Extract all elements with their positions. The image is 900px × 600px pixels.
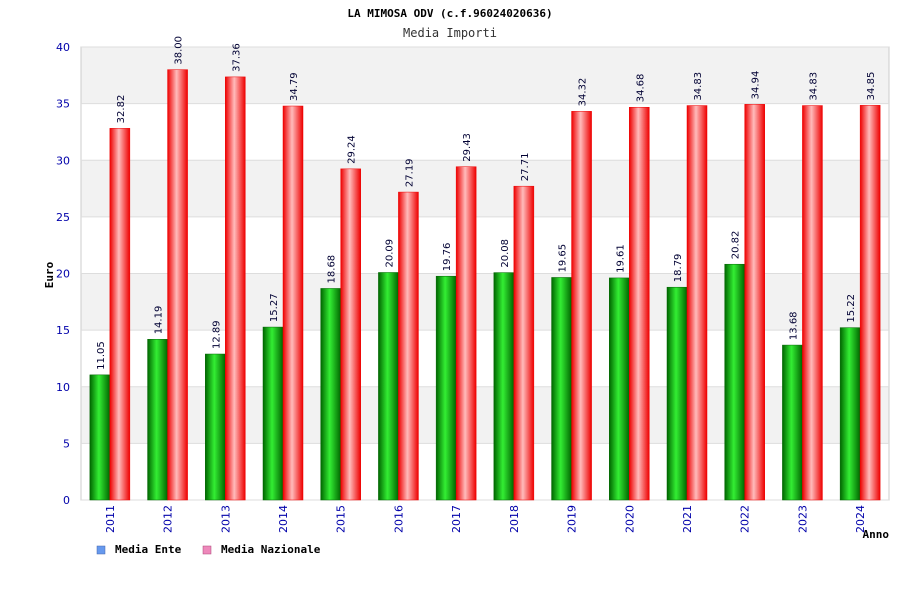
bar-media-ente [551, 277, 572, 501]
data-label: 11.05 [96, 341, 107, 370]
data-label: 20.09 [384, 239, 395, 268]
data-label: 20.82 [731, 231, 742, 260]
y-tick-label: 40 [56, 41, 70, 54]
data-label: 29.24 [347, 135, 358, 164]
bar-media-nazionale [513, 185, 535, 501]
x-axis-label: Anno [863, 528, 890, 541]
bar-media-nazionale [282, 105, 304, 501]
grid-band [81, 273, 889, 331]
data-label: 34.79 [289, 72, 300, 101]
y-tick-label: 20 [56, 268, 70, 281]
chart-title: LA MIMOSA ODV (c.f.96024020636) [347, 7, 552, 20]
y-tick-label: 35 [56, 98, 70, 111]
legend-swatch-nazionale [202, 545, 212, 555]
bar-media-ente [262, 326, 284, 501]
bar-media-ente [609, 277, 630, 501]
data-label: 34.83 [808, 72, 819, 101]
bar-media-ente [378, 272, 399, 501]
bars [89, 69, 881, 501]
x-tick-label: 2012 [162, 505, 175, 533]
bar-media-nazionale [455, 166, 477, 501]
bar-media-nazionale [802, 105, 823, 501]
bar-media-nazionale [225, 76, 246, 501]
data-label: 27.19 [404, 158, 415, 187]
data-labels: 11.05 32.82 14.19 38.00 12.89 37.36 15.27 34.79… [96, 36, 877, 370]
data-label: 34.32 [578, 78, 589, 107]
data-label: 19.65 [558, 244, 569, 273]
grid-band [81, 47, 889, 104]
y-tick-label: 10 [56, 381, 70, 394]
bar-media-ente [147, 339, 168, 501]
chart-subtitle: Media Importi [403, 26, 497, 40]
bar-media-nazionale [571, 111, 592, 501]
x-tick-label: 2023 [796, 505, 809, 533]
data-label: 34.68 [635, 74, 646, 103]
x-tick-label: 2011 [104, 505, 117, 533]
data-label: 18.79 [673, 254, 684, 283]
data-label: 34.83 [693, 72, 704, 101]
bar-media-nazionale [629, 106, 650, 501]
grid-band [81, 160, 889, 217]
bar-media-ente [782, 344, 803, 501]
bar-media-nazionale [744, 104, 765, 501]
bar-media-nazionale [859, 105, 881, 501]
y-tick-label: 30 [56, 154, 70, 167]
data-label: 19.76 [442, 243, 453, 272]
x-axis-ticks: 2011 2012 2013 2014 2015 2016 2017 2018 2019 2020… [104, 505, 867, 533]
x-tick-label: 2013 [219, 505, 232, 533]
x-tick-label: 2024 [854, 505, 867, 533]
data-label: 18.68 [327, 255, 338, 284]
y-tick-label: 5 [63, 437, 70, 450]
bar-media-ente [666, 286, 688, 501]
y-tick-label: 15 [56, 324, 70, 337]
y-tick-label: 25 [56, 211, 70, 224]
bar-media-ente [205, 353, 226, 501]
x-tick-label: 2017 [450, 505, 463, 533]
data-label: 37.36 [231, 43, 242, 72]
x-tick-label: 2021 [681, 505, 694, 533]
data-label: 27.71 [520, 153, 531, 182]
grid-band [81, 386, 889, 444]
bar-media-ente [724, 263, 745, 501]
data-label: 29.43 [462, 133, 473, 162]
y-tick-label: 0 [63, 494, 70, 507]
bar-media-nazionale [109, 128, 131, 501]
data-label: 12.89 [211, 320, 222, 349]
x-tick-label: 2015 [335, 505, 348, 533]
bar-media-ente [493, 272, 515, 501]
data-label: 19.61 [615, 244, 626, 273]
data-label: 32.82 [116, 95, 127, 124]
legend-label-nazionale: Media Nazionale [221, 543, 321, 556]
data-label: 34.85 [866, 72, 877, 101]
y-axis-ticks: 0 5 10 15 20 25 30 35 40 [56, 41, 70, 507]
data-label: 15.27 [269, 293, 280, 322]
bar-media-nazionale [686, 105, 708, 501]
data-label: 34.94 [751, 71, 762, 100]
legend-swatch-ente [96, 545, 106, 555]
bar-media-ente [839, 327, 861, 501]
y-axis-label: Euro [43, 261, 56, 288]
x-tick-label: 2020 [623, 505, 636, 533]
bar-media-ente [435, 275, 457, 501]
x-tick-label: 2022 [739, 505, 752, 533]
legend: Media Ente Media Nazionale [96, 543, 321, 556]
bar-media-ente [89, 374, 111, 501]
bar-media-ente [320, 288, 341, 501]
bar-media-nazionale [167, 69, 188, 501]
data-label: 15.22 [846, 294, 857, 323]
x-tick-label: 2019 [566, 505, 579, 533]
x-tick-label: 2018 [508, 505, 521, 533]
data-label: 14.19 [154, 306, 165, 335]
x-tick-label: 2014 [277, 505, 290, 533]
x-tick-label: 2016 [392, 505, 405, 533]
data-label: 13.68 [788, 311, 799, 340]
legend-label-ente: Media Ente [115, 543, 182, 556]
data-label: 20.08 [500, 239, 511, 268]
bar-media-nazionale [398, 191, 419, 501]
bar-media-nazionale [340, 168, 361, 501]
data-label: 38.00 [174, 36, 185, 65]
